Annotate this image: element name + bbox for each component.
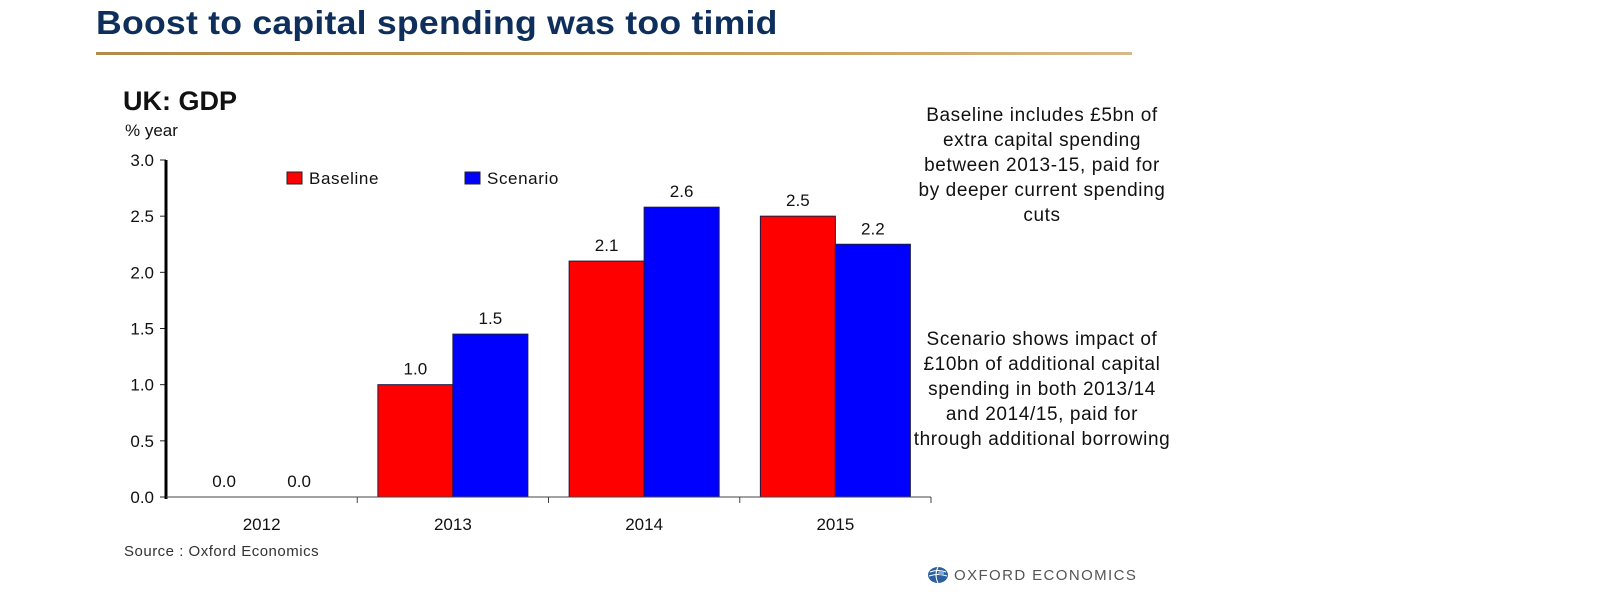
slide-title: Boost to capital spending was too timid [96, 4, 778, 41]
y-tick-label: 2.0 [130, 263, 154, 282]
data-label-baseline-2012: 0.0 [212, 472, 236, 491]
chart-title: UK: GDP [123, 86, 237, 116]
data-label-scenario-2015: 2.2 [861, 219, 885, 238]
baseline-note: Baseline includes £5bn of extra capital … [918, 105, 1166, 226]
y-axis-unit-label: % year [125, 121, 178, 140]
legend-swatch-scenario [464, 171, 481, 185]
y-tick-label: 3.0 [130, 151, 154, 170]
bar-scenario-2014 [643, 206, 720, 498]
x-tick-label: 2015 [816, 515, 854, 534]
brand-name: OXFORD ECONOMICS [954, 566, 1138, 584]
x-tick-label: 2012 [243, 515, 281, 534]
bar-baseline-2015 [759, 215, 836, 498]
legend-label-scenario: Scenario [487, 169, 559, 188]
data-label-scenario-2013: 1.5 [479, 309, 503, 328]
data-label-baseline-2015: 2.5 [786, 191, 810, 210]
bar-scenario-2015 [834, 243, 911, 498]
x-tick-label: 2013 [434, 515, 472, 534]
y-tick-label: 1.5 [130, 320, 154, 339]
y-tick-label: 2.5 [130, 207, 154, 226]
legend-swatch-baseline [286, 171, 303, 185]
y-tick-label: 0.0 [130, 488, 154, 507]
data-label-baseline-2013: 1.0 [404, 360, 428, 379]
data-label-scenario-2012: 0.0 [287, 472, 311, 491]
scenario-note: Scenario shows impact of £10bn of additi… [913, 329, 1171, 450]
legend-label-baseline: Baseline [309, 169, 379, 188]
data-label-baseline-2014: 2.1 [595, 236, 619, 255]
y-tick-label: 1.0 [130, 376, 154, 395]
chart-source: Source : Oxford Economics [124, 543, 320, 560]
brand-logo: OXFORD ECONOMICS [927, 566, 1137, 584]
y-tick-label: 0.5 [130, 432, 154, 451]
globe-icon [928, 566, 948, 584]
data-label-scenario-2014: 2.6 [670, 182, 694, 201]
x-tick-label: 2014 [625, 515, 663, 534]
bar-baseline-2013 [377, 384, 454, 498]
bar-baseline-2014 [568, 260, 645, 498]
bar-scenario-2013 [452, 333, 529, 498]
title-divider [96, 52, 1132, 55]
